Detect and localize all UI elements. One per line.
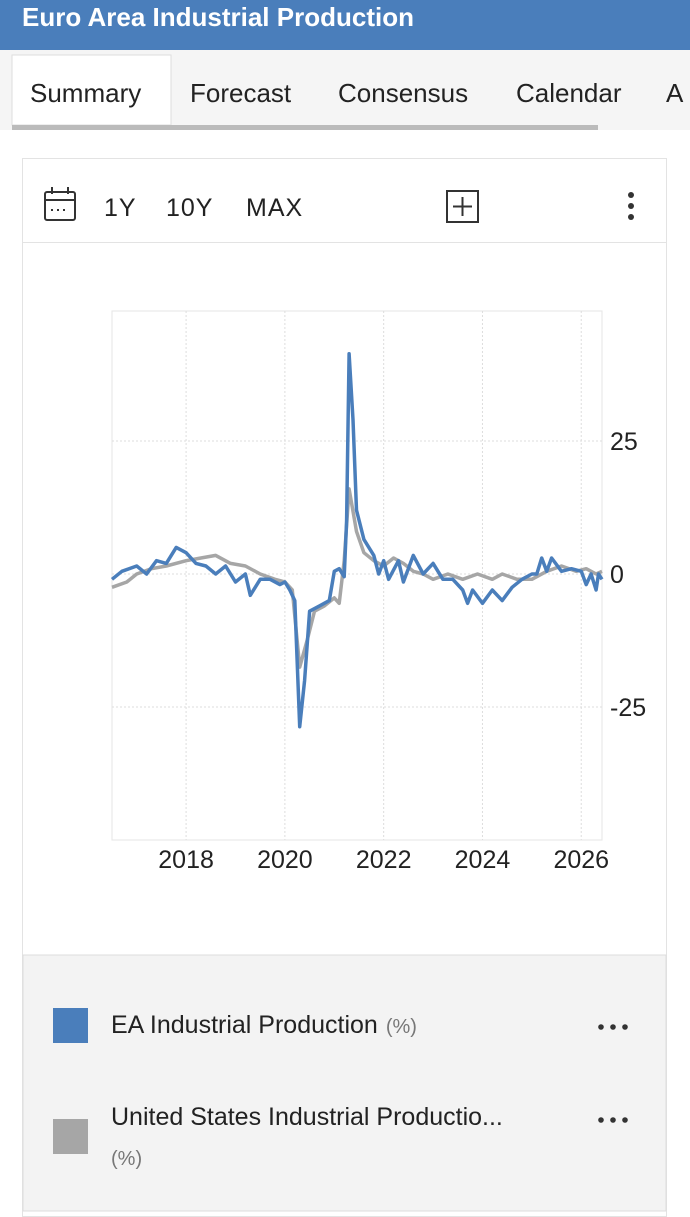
legend-more-dot[interactable] — [598, 1117, 604, 1123]
x-tick-label: 2022 — [356, 846, 412, 874]
x-tick-label: 2018 — [158, 846, 214, 874]
y-tick-label: 25 — [610, 428, 638, 456]
legend-unit: (%) — [386, 1016, 417, 1038]
legend-unit: (%) — [111, 1148, 142, 1170]
x-tick-label: 2026 — [553, 846, 609, 874]
legend-more-dot[interactable] — [622, 1024, 628, 1030]
header-bar — [0, 0, 690, 50]
series-line — [110, 352, 604, 729]
range-button[interactable]: MAX — [246, 194, 303, 222]
tab[interactable]: Summary — [30, 78, 141, 108]
legend-label[interactable]: EA Industrial Production — [111, 1011, 378, 1039]
legend-more-dot[interactable] — [622, 1117, 628, 1123]
legend-more-dot[interactable] — [610, 1117, 616, 1123]
calendar-icon[interactable] — [44, 187, 76, 221]
range-button[interactable]: 1Y — [104, 194, 137, 222]
plot-frame — [111, 310, 603, 841]
legend-more-dot[interactable] — [610, 1024, 616, 1030]
tab-underline — [12, 125, 598, 130]
tab[interactable]: Consensus — [338, 78, 468, 108]
tab[interactable]: Forecast — [190, 78, 292, 108]
range-button[interactable]: 10Y — [166, 194, 213, 222]
chart: 2018 2020 2022 2024 2026 25 0 -25 — [110, 310, 646, 874]
legend-swatch[interactable] — [53, 1008, 88, 1043]
menu-icon[interactable] — [628, 192, 634, 220]
legend-panel — [22, 954, 667, 1212]
header-title: Euro Area Industrial Production — [22, 2, 414, 32]
add-icon[interactable] — [446, 190, 479, 223]
x-tick-label: 2020 — [257, 846, 313, 874]
x-tick-label: 2024 — [455, 846, 511, 874]
legend-more-dot[interactable] — [598, 1024, 604, 1030]
y-tick-label: 0 — [610, 561, 624, 589]
legend-label[interactable]: United States Industrial Productio... — [111, 1103, 503, 1131]
tab[interactable]: A — [666, 78, 684, 108]
y-tick-label: -25 — [610, 694, 646, 722]
series-line — [111, 487, 603, 669]
tab[interactable]: Calendar — [516, 78, 622, 108]
legend-swatch[interactable] — [53, 1119, 88, 1154]
